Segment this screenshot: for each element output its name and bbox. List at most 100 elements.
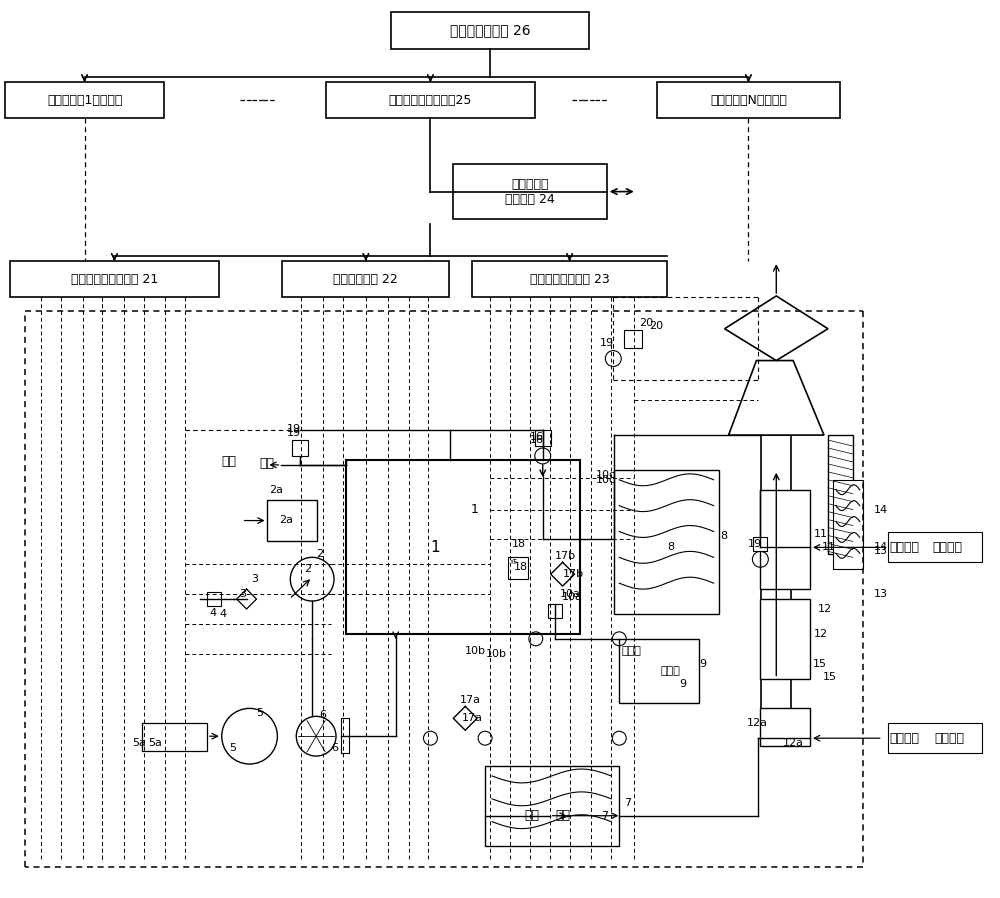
Bar xyxy=(207,592,221,606)
Bar xyxy=(453,164,607,219)
Bar xyxy=(828,436,853,554)
Text: 水路监测模块 22: 水路监测模块 22 xyxy=(333,273,398,286)
Bar xyxy=(292,440,308,456)
Text: 3: 3 xyxy=(252,574,259,585)
Bar xyxy=(761,436,791,723)
Text: 11: 11 xyxy=(822,542,836,552)
Text: 13: 13 xyxy=(874,546,888,557)
Bar xyxy=(548,604,562,618)
Text: 12a: 12a xyxy=(783,738,804,748)
Text: 16: 16 xyxy=(530,432,544,442)
Text: 20: 20 xyxy=(639,318,653,328)
Text: 锅炉子系统控制模块25: 锅炉子系统控制模块25 xyxy=(389,93,472,107)
Bar xyxy=(753,537,767,551)
Text: 2a: 2a xyxy=(269,485,283,495)
Text: 4: 4 xyxy=(210,608,217,618)
Bar xyxy=(888,723,982,753)
Text: 燃气与空气监测模块 21: 燃气与空气监测模块 21 xyxy=(71,273,158,286)
Text: 17a: 17a xyxy=(462,713,483,723)
Bar xyxy=(341,718,349,753)
Text: 19: 19 xyxy=(287,424,301,434)
Text: 12: 12 xyxy=(818,604,832,614)
Text: 辅助空气: 辅助空气 xyxy=(890,732,920,744)
Text: 冷凝水: 冷凝水 xyxy=(661,665,681,675)
Text: 10b: 10b xyxy=(465,646,486,656)
Text: 8: 8 xyxy=(721,532,728,541)
Text: 14: 14 xyxy=(874,542,888,552)
Bar xyxy=(760,709,810,746)
Polygon shape xyxy=(729,361,824,436)
Bar xyxy=(624,330,642,348)
Text: 13: 13 xyxy=(874,589,888,599)
Bar xyxy=(657,83,840,118)
Text: 7: 7 xyxy=(601,811,608,821)
Bar xyxy=(5,83,164,118)
Text: 2a: 2a xyxy=(279,515,293,524)
Bar xyxy=(326,83,535,118)
Text: 锅炉房群控系统 26: 锅炉房群控系统 26 xyxy=(450,23,530,38)
Text: 2: 2 xyxy=(304,564,311,574)
Text: 19: 19 xyxy=(747,540,762,550)
Text: 19: 19 xyxy=(599,338,614,348)
Text: 3: 3 xyxy=(240,589,247,599)
Bar xyxy=(282,261,449,297)
Bar xyxy=(485,766,619,846)
Text: YF: YF xyxy=(509,559,517,565)
Bar xyxy=(10,261,219,297)
Text: 9: 9 xyxy=(679,679,686,689)
Text: 8: 8 xyxy=(667,542,674,552)
Text: 17a: 17a xyxy=(460,695,481,706)
Text: 10a: 10a xyxy=(562,592,582,602)
Text: 锅炉子系统N控制模块: 锅炉子系统N控制模块 xyxy=(710,93,787,107)
Text: 20: 20 xyxy=(649,321,663,330)
Polygon shape xyxy=(725,296,828,361)
Text: 回水: 回水 xyxy=(556,809,571,823)
Bar xyxy=(888,533,982,562)
Text: 锅炉子系统1控制模块: 锅炉子系统1控制模块 xyxy=(47,93,122,107)
Text: 5a: 5a xyxy=(132,738,146,748)
Text: 室外空气: 室外空气 xyxy=(932,541,962,554)
Text: 10b: 10b xyxy=(486,648,507,659)
Bar xyxy=(267,499,317,541)
Text: 18: 18 xyxy=(514,562,528,572)
Text: 10c: 10c xyxy=(595,475,616,485)
Text: 12: 12 xyxy=(814,629,828,638)
Text: 5a: 5a xyxy=(148,738,162,748)
Text: 11: 11 xyxy=(814,530,828,540)
Bar xyxy=(472,261,667,297)
Text: 10a: 10a xyxy=(560,589,581,599)
Text: 回水: 回水 xyxy=(525,809,540,823)
Text: 供水: 供水 xyxy=(259,457,274,471)
Text: 1: 1 xyxy=(470,503,478,516)
Text: 5: 5 xyxy=(230,744,237,753)
Text: 1: 1 xyxy=(431,540,440,555)
Text: 15: 15 xyxy=(823,672,837,682)
Text: 烟气系统监测模块 23: 烟气系统监测模块 23 xyxy=(530,273,609,286)
Bar xyxy=(508,558,528,579)
Bar xyxy=(833,480,863,569)
Text: 锅炉热效率
分析模块 24: 锅炉热效率 分析模块 24 xyxy=(505,178,555,206)
Bar xyxy=(142,723,207,751)
Bar xyxy=(391,12,589,49)
Text: 冷凝水: 冷凝水 xyxy=(621,646,641,656)
Text: 4: 4 xyxy=(220,609,227,619)
Bar xyxy=(346,460,580,634)
Text: 18: 18 xyxy=(512,540,526,550)
Text: 2: 2 xyxy=(316,550,323,559)
Bar xyxy=(760,599,810,679)
Text: 9: 9 xyxy=(699,658,706,669)
Text: 17b: 17b xyxy=(555,551,576,561)
Text: 供水: 供水 xyxy=(222,455,237,469)
Bar xyxy=(614,470,719,614)
Bar xyxy=(535,430,551,446)
Text: 15: 15 xyxy=(813,658,827,669)
Bar xyxy=(760,489,810,589)
Text: 12a: 12a xyxy=(746,718,767,728)
Text: 14: 14 xyxy=(874,505,888,515)
Text: 辅助空气: 辅助空气 xyxy=(934,732,964,744)
Text: 7: 7 xyxy=(624,797,631,808)
Text: 16: 16 xyxy=(530,435,544,445)
Text: 19: 19 xyxy=(287,428,301,438)
Text: 17b: 17b xyxy=(563,569,584,579)
Text: 6: 6 xyxy=(331,744,338,753)
